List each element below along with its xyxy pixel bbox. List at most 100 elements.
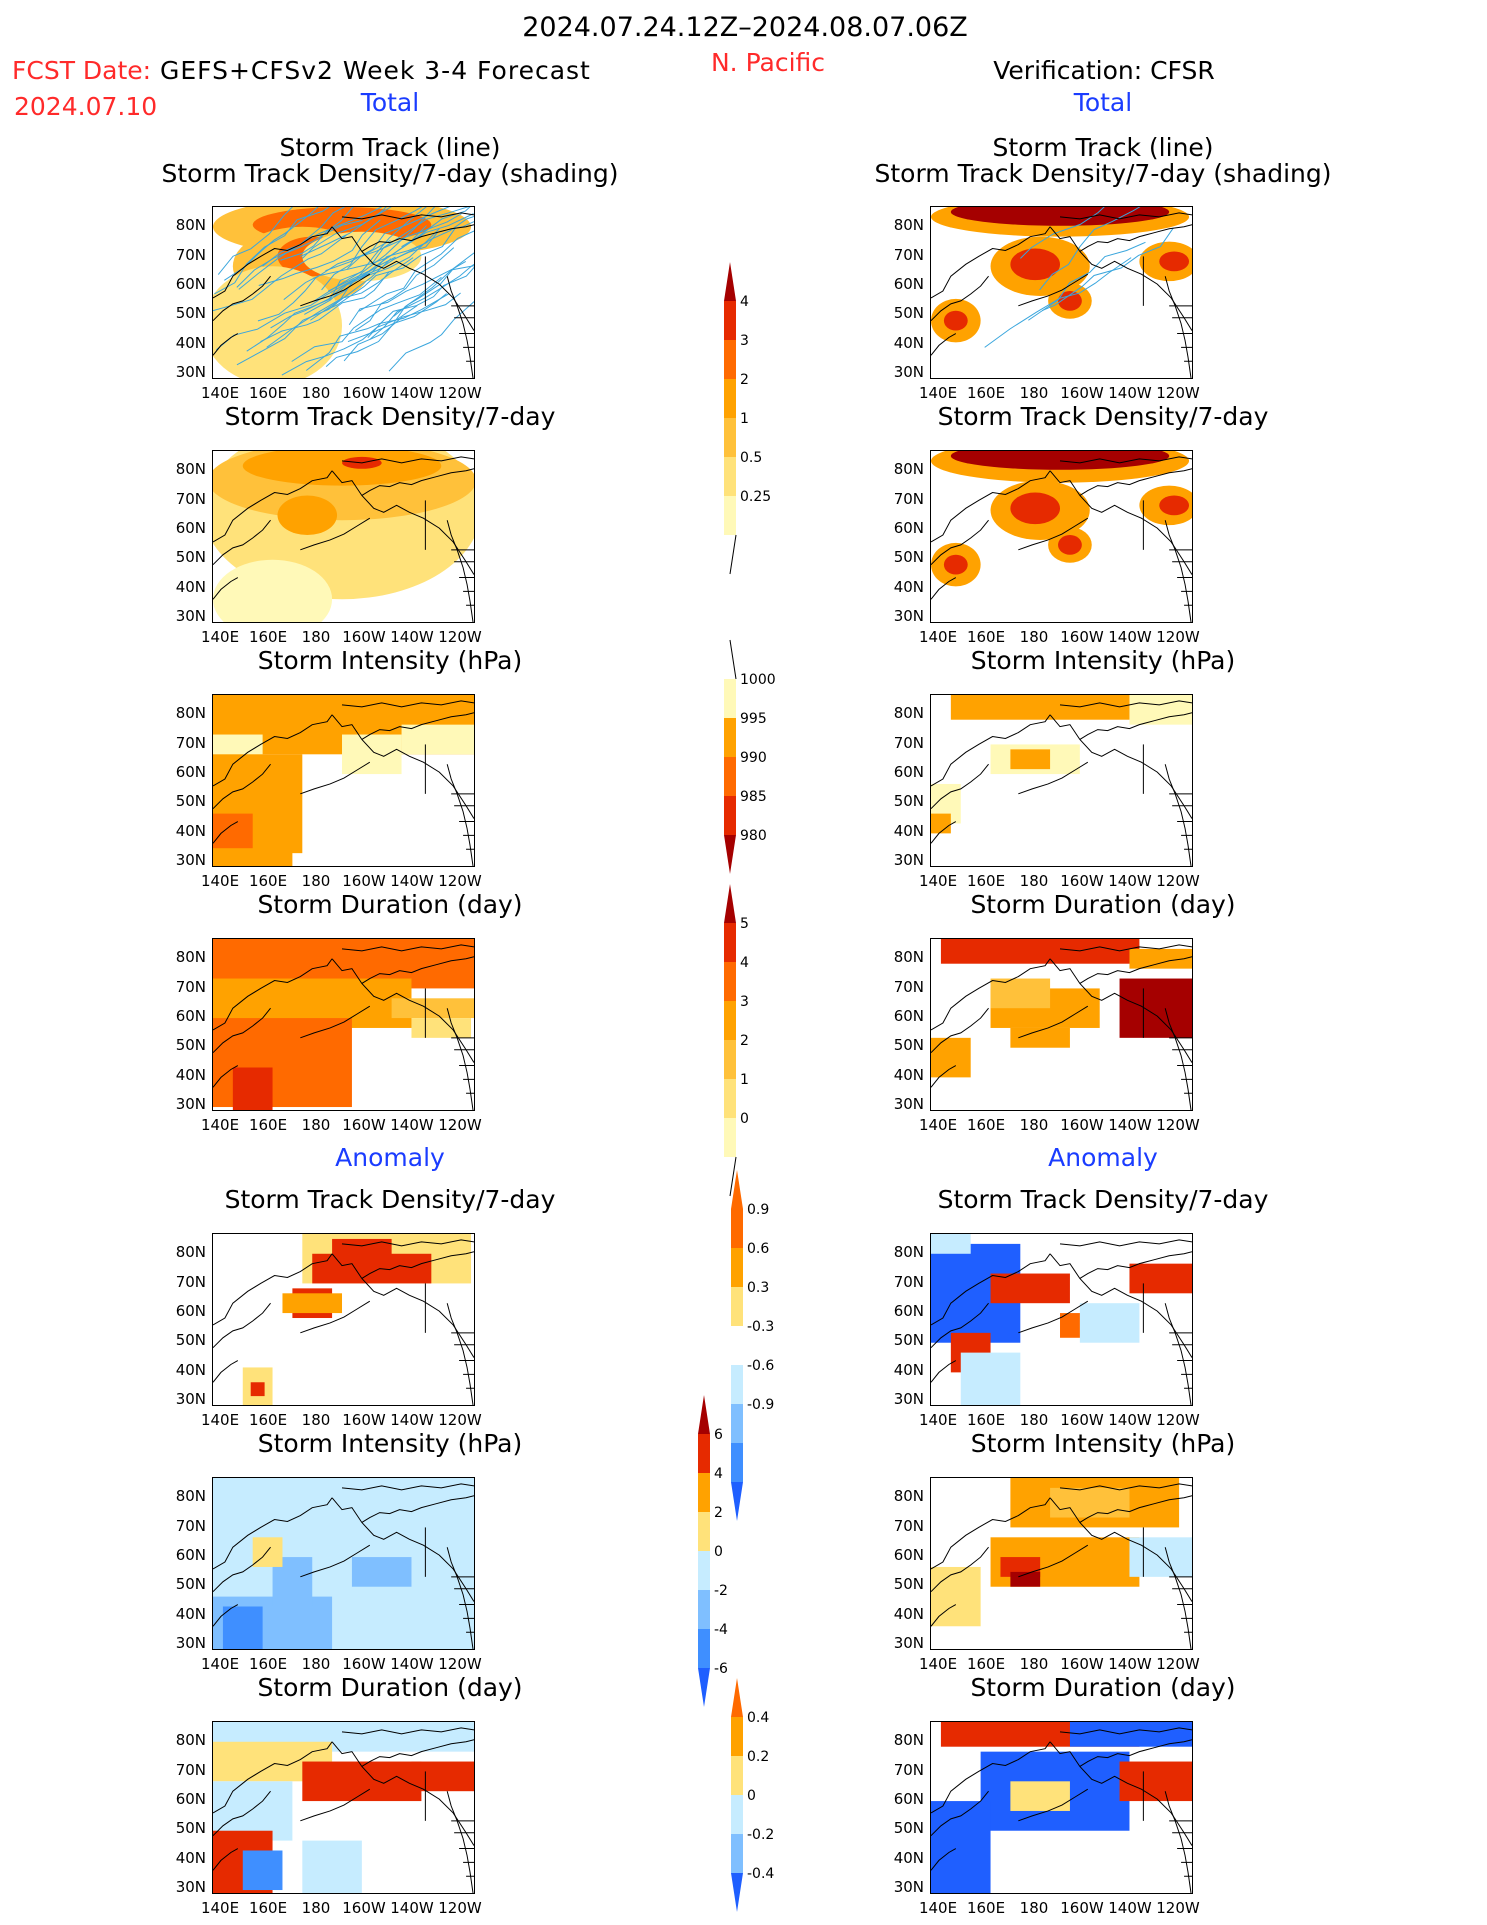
colorbar-label: -0.3 <box>747 1319 774 1335</box>
colorbar-segment <box>698 1551 710 1590</box>
lat-label: 80N <box>893 460 924 478</box>
lon-label: 140W <box>390 1411 434 1429</box>
lon-label: 120W <box>1156 384 1200 402</box>
colorbar-label: 2 <box>740 1033 749 1049</box>
colorbar-segment <box>731 1717 743 1756</box>
colorbar-arrow <box>724 262 736 301</box>
colorbar-segment <box>724 457 736 496</box>
lat-label: 40N <box>893 1849 924 1867</box>
lat-label: 70N <box>175 1761 206 1779</box>
title-intensity-right: Storm Intensity (hPa) <box>970 646 1236 675</box>
lon-label: 120W <box>1156 628 1200 646</box>
colorbar-segment <box>731 1209 743 1248</box>
colorbar-label: 0.9 <box>747 1202 769 1218</box>
lon-label: 160E <box>966 1655 1006 1673</box>
lon-label: 120W <box>438 872 482 890</box>
colorbar-segment <box>724 679 736 718</box>
colorbar-segment <box>724 1040 736 1079</box>
lon-label: 160W <box>342 1655 386 1673</box>
map-panel-r5 <box>930 1233 1193 1406</box>
lon-label: 140E <box>918 1116 958 1134</box>
lat-label: 50N <box>175 1331 206 1349</box>
lat-label: 80N <box>175 216 206 234</box>
lat-label: 30N <box>893 1390 924 1408</box>
total-label-left: Total <box>360 88 420 117</box>
colorbar-arrow <box>724 835 736 874</box>
lon-label: 160W <box>342 1899 386 1917</box>
lat-label: 60N <box>893 1546 924 1564</box>
lat-label: 30N <box>175 851 206 869</box>
lat-label: 30N <box>893 363 924 381</box>
lon-label: 140W <box>1108 1411 1152 1429</box>
lon-label: 160E <box>248 1655 288 1673</box>
lon-label: 120W <box>438 384 482 402</box>
lat-label: 70N <box>893 978 924 996</box>
verification-label: Verification: CFSR <box>993 56 1215 85</box>
lat-label: 70N <box>893 1273 924 1291</box>
lon-label: 160W <box>342 628 386 646</box>
title-duration-anom-right: Storm Duration (day) <box>970 1673 1236 1702</box>
title-track-line-left: Storm Track (line) <box>279 133 501 162</box>
lat-label: 80N <box>893 704 924 722</box>
colorbar-label: -0.4 <box>747 1866 774 1882</box>
lat-label: 40N <box>175 1066 206 1084</box>
colorbar-duration-total: 5 4 3 2 1 0 <box>718 884 778 1197</box>
lat-label: 60N <box>175 763 206 781</box>
title-density-anom-left: Storm Track Density/7-day <box>224 1185 556 1214</box>
lat-label: 40N <box>175 1361 206 1379</box>
colorbar-segment <box>731 1287 743 1326</box>
lon-label: 140E <box>918 628 958 646</box>
colorbar-segment <box>724 757 736 796</box>
map-panel-r4 <box>930 938 1193 1111</box>
lon-label: 140W <box>1108 1899 1152 1917</box>
colorbar-arrow <box>731 1170 743 1209</box>
colorbar-segment <box>731 1756 743 1795</box>
lon-label: 160E <box>248 1116 288 1134</box>
lat-label: 40N <box>893 578 924 596</box>
lat-label: 30N <box>893 851 924 869</box>
lat-label: 80N <box>175 460 206 478</box>
lon-label: 180 <box>301 872 331 890</box>
lat-label: 70N <box>893 246 924 264</box>
lon-label: 160W <box>1060 628 1104 646</box>
map-panel-r6 <box>930 1477 1193 1650</box>
lat-label: 40N <box>175 1605 206 1623</box>
lon-label: 160E <box>248 628 288 646</box>
lon-label: 140W <box>1108 872 1152 890</box>
lon-label: 140E <box>918 1899 958 1917</box>
lon-label: 120W <box>1156 1411 1200 1429</box>
map-panel-l4 <box>212 938 475 1111</box>
colorbar-density-total: 4 3 2 1 0.5 0.25 <box>718 262 778 575</box>
lat-label: 40N <box>893 822 924 840</box>
lon-label: 160W <box>342 384 386 402</box>
lat-label: 30N <box>175 607 206 625</box>
lon-label: 180 <box>1019 384 1049 402</box>
lon-label: 120W <box>438 1411 482 1429</box>
colorbar-label: 995 <box>740 711 767 727</box>
fcst-date: 2024.07.10 <box>14 92 158 121</box>
lat-label: 40N <box>175 1849 206 1867</box>
lon-label: 140W <box>390 384 434 402</box>
colorbar-segment <box>698 1629 710 1668</box>
lat-label: 30N <box>893 607 924 625</box>
colorbar-segment <box>724 496 736 535</box>
lon-label: 140W <box>390 1655 434 1673</box>
lat-label: 40N <box>893 1605 924 1623</box>
lon-label: 180 <box>1019 628 1049 646</box>
lat-label: 60N <box>893 519 924 537</box>
colorbar-label: 985 <box>740 789 767 805</box>
lat-label: 70N <box>175 246 206 264</box>
lat-label: 50N <box>175 792 206 810</box>
lon-label: 160E <box>966 1411 1006 1429</box>
lon-label: 180 <box>1019 1116 1049 1134</box>
lon-label: 180 <box>301 384 331 402</box>
lon-label: 160W <box>342 1116 386 1134</box>
lat-label: 30N <box>175 1095 206 1113</box>
lon-label: 140W <box>390 628 434 646</box>
lat-label: 80N <box>893 1243 924 1261</box>
colorbar-label: 0.3 <box>747 1280 769 1296</box>
lat-label: 50N <box>893 1819 924 1837</box>
lon-label: 140W <box>390 1116 434 1134</box>
lat-label: 40N <box>893 1361 924 1379</box>
colorbar-label: 0 <box>714 1544 723 1560</box>
